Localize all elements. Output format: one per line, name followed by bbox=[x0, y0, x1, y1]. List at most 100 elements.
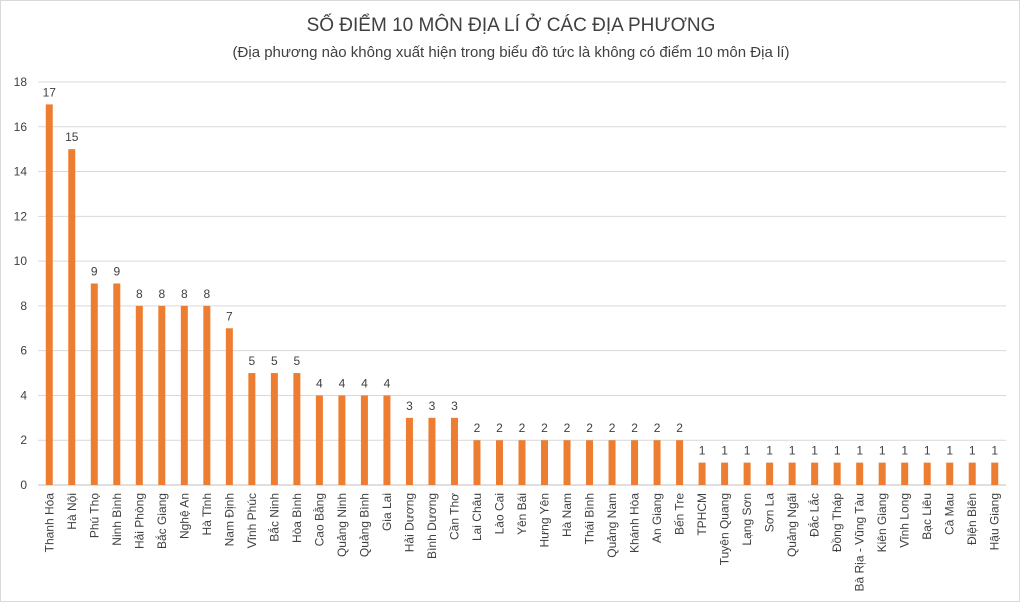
category-label: Hải Phòng bbox=[132, 493, 146, 549]
bar bbox=[113, 283, 121, 485]
bar bbox=[946, 462, 954, 485]
y-axis-ticks: 0 2 4 6 8 10 12 14 16 18 bbox=[14, 75, 28, 492]
bar bbox=[68, 149, 76, 485]
y-tick-label: 6 bbox=[20, 344, 27, 358]
data-label: 2 bbox=[564, 421, 571, 435]
category-label: Đắc Lắc bbox=[807, 493, 822, 537]
bar bbox=[608, 440, 616, 485]
bar bbox=[225, 328, 233, 485]
data-label: 9 bbox=[91, 265, 98, 279]
data-label: 15 bbox=[65, 130, 79, 144]
bar bbox=[968, 462, 976, 485]
data-label: 1 bbox=[834, 444, 841, 458]
bar bbox=[518, 440, 526, 485]
data-label: 7 bbox=[226, 309, 233, 323]
category-label: Hà Nam bbox=[560, 493, 574, 537]
bar bbox=[293, 373, 301, 485]
data-label: 4 bbox=[361, 376, 368, 390]
data-label: 1 bbox=[969, 444, 976, 458]
category-label: TPHCM bbox=[695, 493, 709, 536]
data-label: 1 bbox=[789, 444, 796, 458]
category-label: Kiên Giang bbox=[875, 493, 889, 552]
category-label: Quảng Ngãi bbox=[785, 493, 799, 557]
chart-subtitle: (Địa phương nào không xuất hiện trong bi… bbox=[233, 44, 790, 61]
category-label: Điện Biên bbox=[965, 493, 979, 545]
data-label: 2 bbox=[586, 421, 593, 435]
data-label: 8 bbox=[136, 287, 143, 301]
data-label: 1 bbox=[856, 444, 863, 458]
bar bbox=[473, 440, 481, 485]
bar bbox=[631, 440, 639, 485]
category-label: Quảng Ninh bbox=[335, 493, 349, 557]
data-label: 9 bbox=[113, 265, 120, 279]
bar bbox=[586, 440, 594, 485]
bar bbox=[698, 462, 706, 485]
bars bbox=[45, 104, 999, 485]
data-label: 8 bbox=[181, 287, 188, 301]
data-label: 2 bbox=[519, 421, 526, 435]
bar bbox=[45, 104, 53, 485]
data-label: 1 bbox=[901, 444, 908, 458]
bar bbox=[541, 440, 549, 485]
category-label: Bến Tre bbox=[673, 493, 687, 535]
bar bbox=[135, 305, 143, 485]
y-tick-label: 10 bbox=[14, 254, 28, 268]
y-tick-label: 14 bbox=[14, 165, 28, 179]
data-label: 3 bbox=[451, 399, 458, 413]
data-label: 17 bbox=[43, 85, 57, 99]
data-label: 1 bbox=[879, 444, 886, 458]
category-label: Quảng Bình bbox=[357, 493, 371, 557]
category-label: Cà Mau bbox=[943, 493, 957, 535]
data-label: 1 bbox=[924, 444, 931, 458]
bar bbox=[158, 305, 166, 485]
gridlines bbox=[38, 81, 1006, 486]
bar bbox=[563, 440, 571, 485]
category-label: Hậu Giang bbox=[988, 493, 1002, 550]
data-label: 1 bbox=[811, 444, 818, 458]
category-label: Khánh Hòa bbox=[628, 493, 642, 553]
category-label: Phú Thọ bbox=[87, 493, 101, 538]
data-label: 8 bbox=[203, 287, 210, 301]
category-label: Lào Cai bbox=[492, 493, 506, 534]
bar bbox=[811, 462, 819, 485]
bar bbox=[203, 305, 211, 485]
data-label: 2 bbox=[654, 421, 661, 435]
category-label: Lạng Sơn bbox=[740, 493, 754, 546]
bar bbox=[991, 462, 999, 485]
category-label: Vĩnh Phúc bbox=[245, 493, 259, 548]
category-label: Lai Châu bbox=[470, 493, 484, 541]
y-tick-label: 4 bbox=[20, 388, 27, 402]
bar bbox=[721, 462, 729, 485]
bar bbox=[270, 373, 278, 485]
y-tick-label: 16 bbox=[14, 120, 28, 134]
category-label: Sơn La bbox=[763, 493, 777, 533]
bar bbox=[90, 283, 98, 485]
data-labels: 17 15 9 9 8 8 8 8 7 5 5 5 4 4 4 4 3 3 3 2 2 2 2 2 2 2 2 2 2 1 1 1 1 1 1 1 1 1… bbox=[43, 85, 999, 457]
bar bbox=[766, 462, 774, 485]
bar bbox=[428, 417, 436, 485]
category-label: Bà Rịa - Vũng Tàu bbox=[853, 493, 867, 592]
data-label: 1 bbox=[946, 444, 953, 458]
data-label: 2 bbox=[631, 421, 638, 435]
bar bbox=[856, 462, 864, 485]
data-label: 1 bbox=[721, 444, 728, 458]
chart-title: SỐ ĐIỂM 10 MÔN ĐỊA LÍ Ở CÁC ĐỊA PHƯƠNG bbox=[307, 14, 716, 36]
data-label: 1 bbox=[766, 444, 773, 458]
category-label: Bình Dương bbox=[425, 493, 439, 559]
data-label: 2 bbox=[609, 421, 616, 435]
data-label: 4 bbox=[339, 376, 346, 390]
bar bbox=[743, 462, 751, 485]
category-label: Quảng Nam bbox=[605, 493, 619, 558]
data-label: 1 bbox=[699, 444, 706, 458]
data-label: 5 bbox=[271, 354, 278, 368]
bar bbox=[315, 395, 323, 485]
category-label: An Giang bbox=[650, 493, 664, 543]
category-label: Cần Thơ bbox=[447, 493, 461, 540]
data-label: 1 bbox=[744, 444, 751, 458]
category-label: Hải Dương bbox=[402, 493, 416, 552]
bar bbox=[338, 395, 346, 485]
data-label: 3 bbox=[406, 399, 413, 413]
category-label: Bắc Giang bbox=[154, 493, 169, 549]
